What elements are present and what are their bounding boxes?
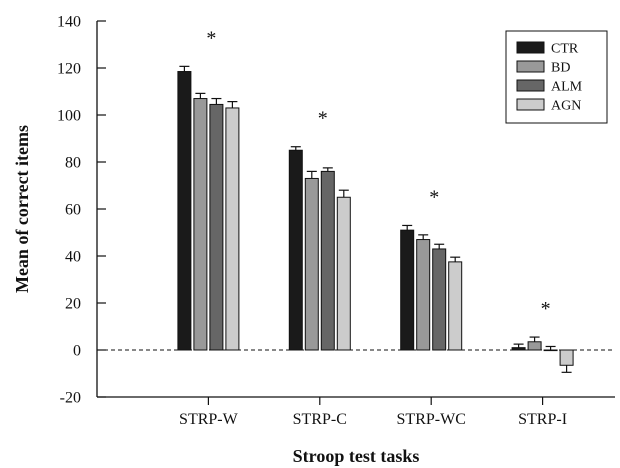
- y-axis: -20 0 20 40 60 80 100 120 140: [57, 14, 106, 407]
- significance-marker: *: [429, 186, 439, 208]
- category-label: STRP-I: [518, 411, 567, 428]
- category-label: STRP-W: [179, 411, 239, 428]
- legend: CTR BD ALM AGN: [505, 30, 608, 124]
- legend-label: AGN: [551, 99, 581, 114]
- bar: [177, 71, 192, 351]
- bar: [448, 261, 463, 351]
- bar: [527, 341, 542, 351]
- bar: [511, 347, 526, 351]
- bar: [225, 107, 240, 351]
- y-tick-label: 80: [65, 155, 81, 172]
- x-axis: STRP-W STRP-C STRP-WC STRP-I: [97, 396, 615, 428]
- y-tick-label: 120: [57, 61, 81, 78]
- bar: [416, 239, 431, 351]
- bar: [288, 149, 303, 351]
- y-tick-label: 40: [65, 249, 81, 266]
- significance-marker: *: [318, 108, 328, 130]
- bar: [543, 349, 558, 352]
- legend-label: CTR: [551, 42, 579, 57]
- legend-label: ALM: [551, 80, 583, 95]
- category-label: STRP-C: [293, 411, 347, 428]
- bar: [400, 229, 415, 351]
- y-tick-label: 140: [57, 14, 81, 31]
- significance-marker: *: [206, 27, 216, 49]
- category-label: STRP-WC: [397, 411, 466, 428]
- bar: [209, 103, 224, 351]
- y-tick-label: 60: [65, 202, 81, 219]
- legend-swatch: [516, 41, 545, 54]
- legend-label: BD: [551, 61, 570, 76]
- legend-swatch: [516, 60, 545, 73]
- y-tick-label: 20: [65, 296, 81, 313]
- legend-swatch: [516, 98, 545, 111]
- bar: [336, 196, 351, 351]
- significance-marker: *: [541, 298, 551, 320]
- bar: [304, 177, 319, 351]
- y-tick-label: 0: [73, 343, 81, 360]
- bar: [559, 349, 574, 366]
- legend-swatch: [516, 79, 545, 92]
- y-tick-label: 100: [57, 108, 81, 125]
- y-tick-label: -20: [60, 390, 81, 407]
- x-axis-title: Stroop test tasks: [293, 446, 420, 466]
- bar: [193, 98, 208, 351]
- y-axis-title: Mean of correct items: [12, 125, 32, 293]
- bar: [320, 170, 335, 351]
- bar: [432, 248, 447, 351]
